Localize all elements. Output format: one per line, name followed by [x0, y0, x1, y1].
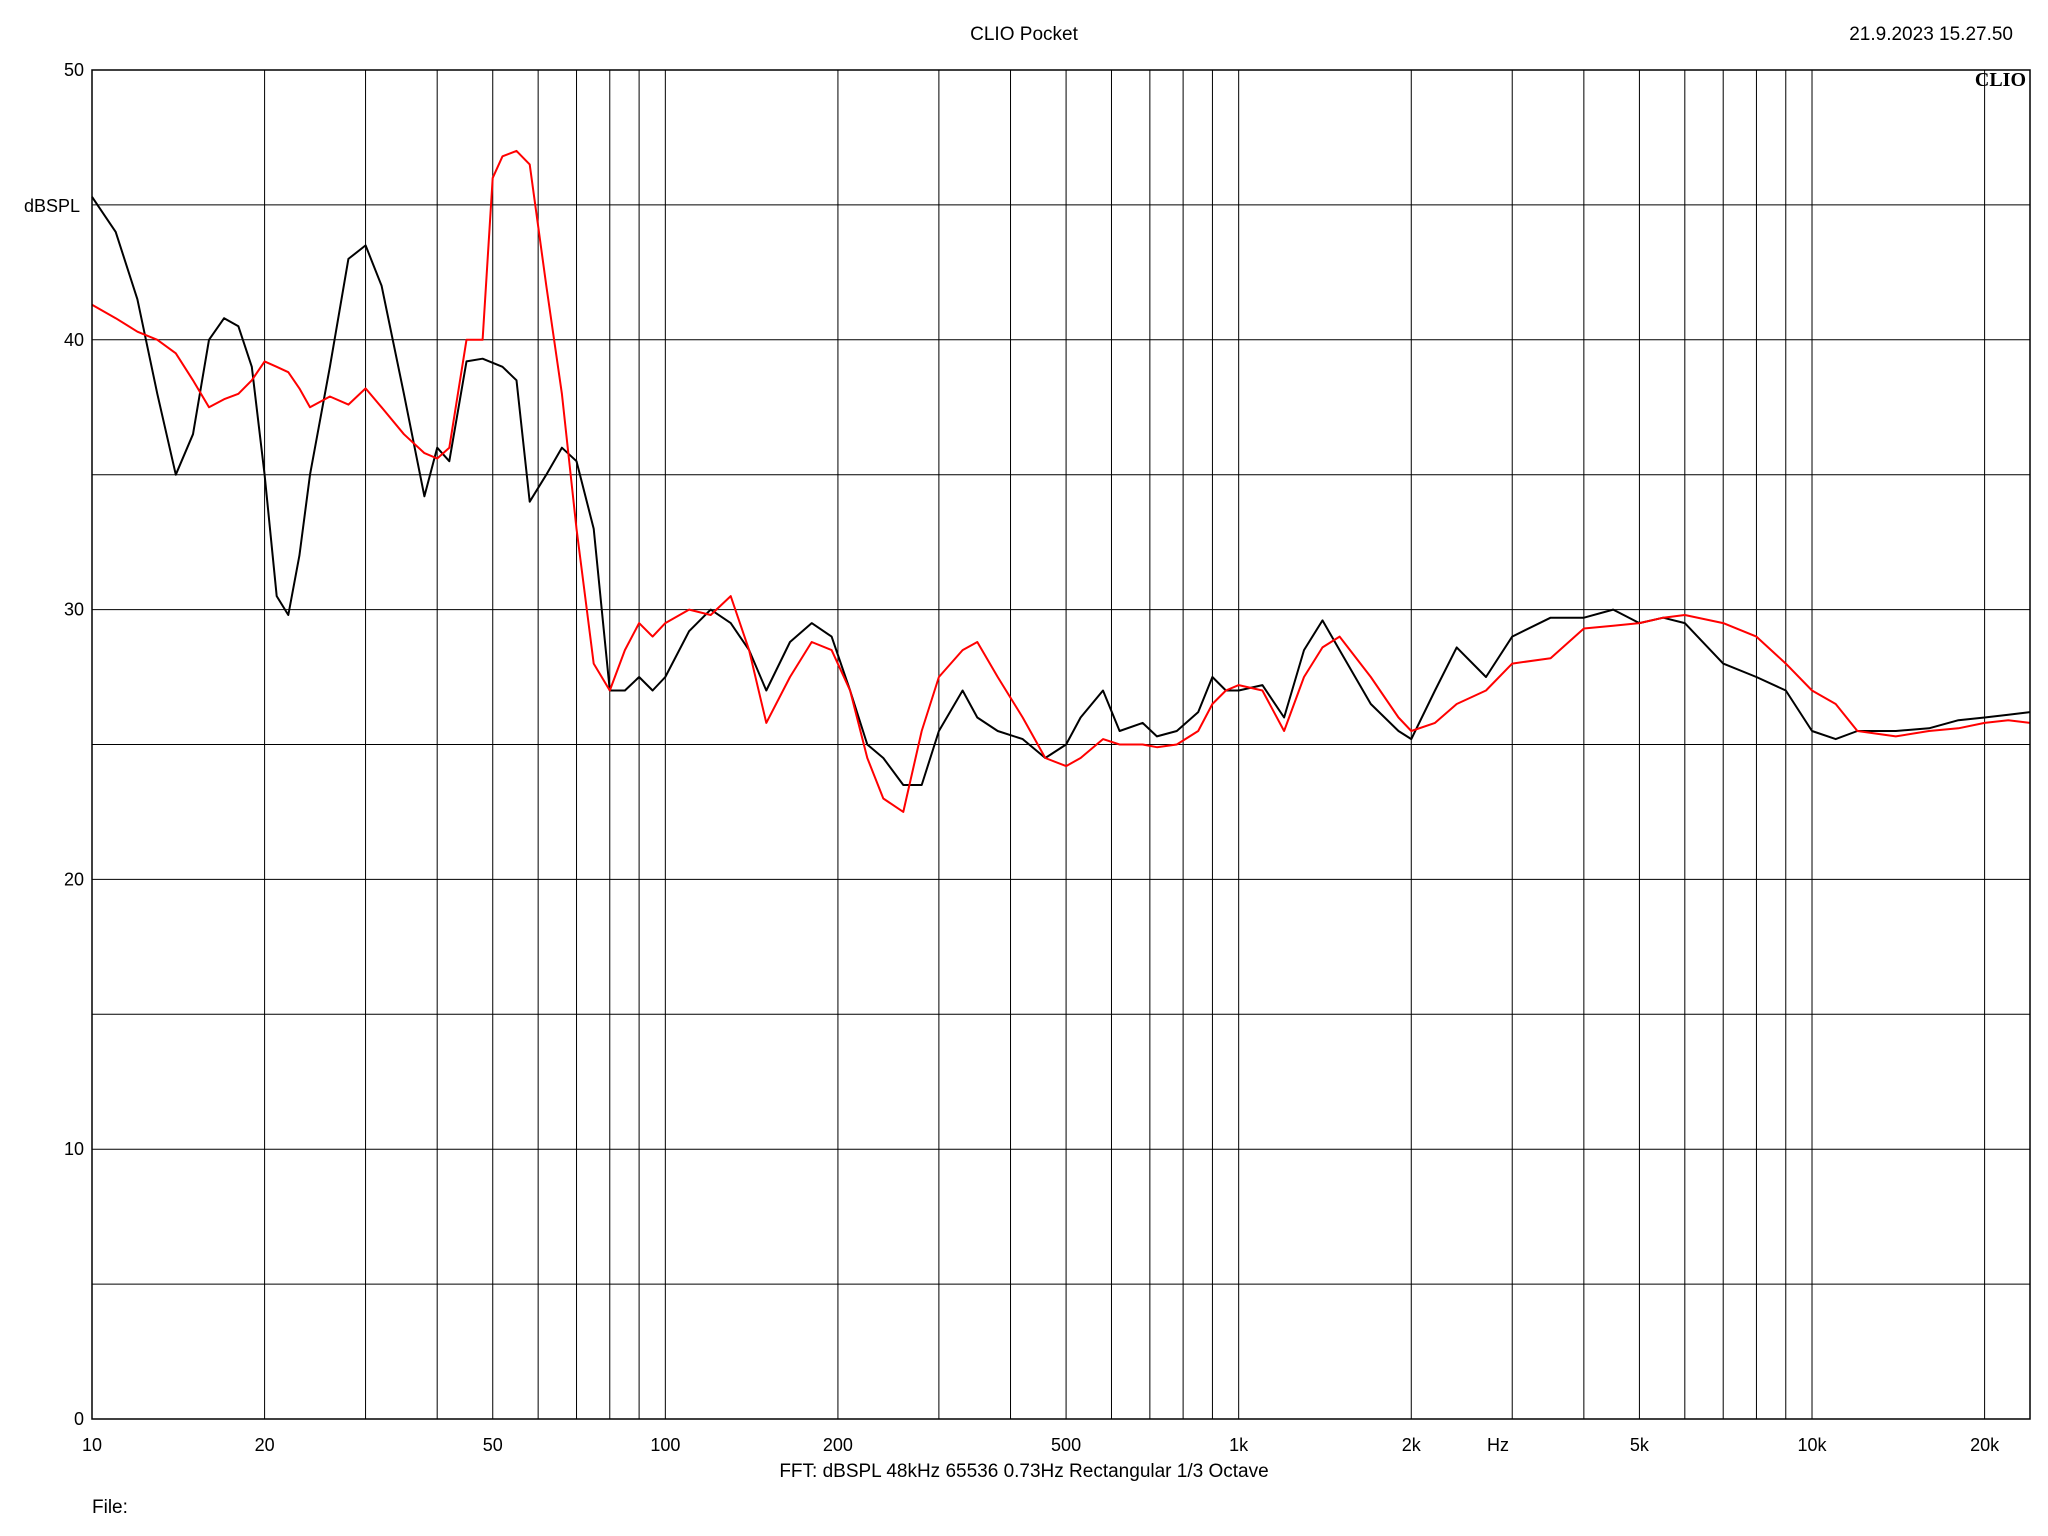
- y-tick-label: 0: [74, 1409, 84, 1429]
- measurement-info: FFT: dBSPL 48kHz 65536 0.73Hz Rectangula…: [779, 1461, 1269, 1482]
- y-tick-label: 20: [64, 869, 84, 889]
- x-tick-label: 2k: [1402, 1435, 1422, 1455]
- y-axis-label: dBSPL: [24, 196, 80, 216]
- series-line-2: [91, 149, 2031, 813]
- y-axis-ticks: 0 10 20 30 40 50: [64, 60, 84, 1429]
- y-tick-label: 40: [64, 330, 84, 350]
- x-axis-ticks: 10 20 50 100 200 500 1k 2k 5k 10k 20k: [82, 1435, 2000, 1455]
- y-tick-label: 30: [64, 600, 84, 620]
- x-tick-label: 200: [823, 1435, 853, 1455]
- x-tick-label: 50: [483, 1435, 503, 1455]
- file-label: File:: [92, 1497, 128, 1518]
- y-tick-label: 50: [64, 60, 84, 80]
- x-tick-label: 5k: [1630, 1435, 1650, 1455]
- x-tick-label: 500: [1051, 1435, 1081, 1455]
- x-tick-label: 20: [255, 1435, 275, 1455]
- series-layer: [91, 149, 2031, 813]
- x-axis-label: Hz: [1487, 1435, 1509, 1455]
- x-tick-label: 10k: [1797, 1435, 1827, 1455]
- x-tick-label: 20k: [1970, 1435, 2000, 1455]
- clio-logo: CLIO: [1975, 69, 2026, 91]
- timestamp: 21.9.2023 15.27.50: [1849, 24, 2013, 45]
- major-grid: [92, 204, 2030, 1285]
- series-line-1: [91, 196, 2031, 786]
- x-tick-label: 10: [82, 1435, 102, 1455]
- x-tick-label: 1k: [1229, 1435, 1249, 1455]
- x-tick-label: 100: [650, 1435, 680, 1455]
- plot-frame: [91, 69, 2031, 1420]
- app-title: CLIO Pocket: [970, 24, 1078, 45]
- y-tick-label: 10: [64, 1139, 84, 1159]
